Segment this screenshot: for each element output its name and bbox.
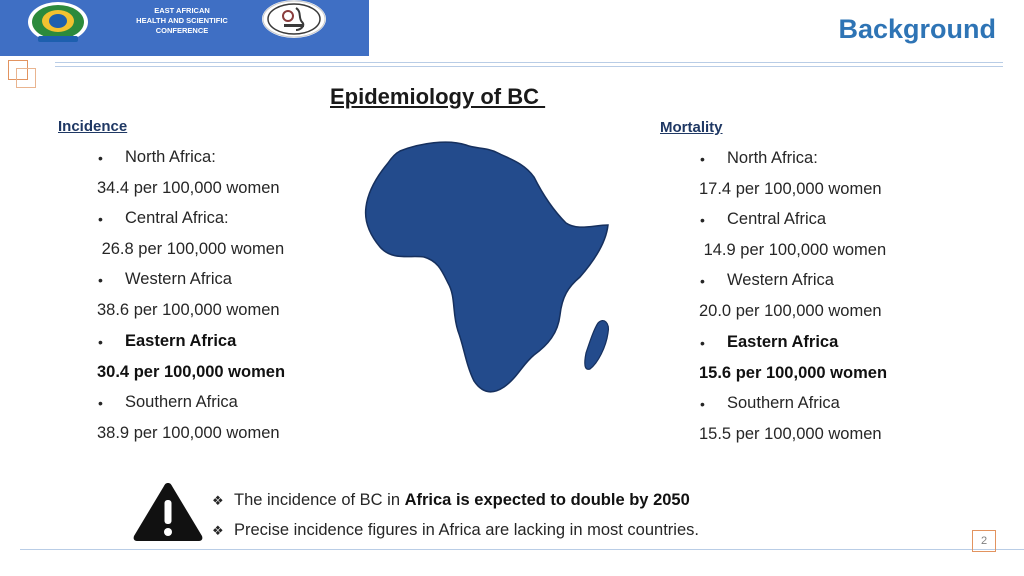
warning-icon — [133, 483, 203, 541]
mortality-region: North Africa: — [727, 149, 818, 167]
section-title: Background — [838, 14, 996, 44]
africa-map-icon — [364, 141, 609, 393]
divider-line — [55, 66, 1003, 67]
incidence-rate: 26.8 per 100,000 women — [97, 240, 285, 258]
bullet-dot: • — [700, 212, 705, 228]
note-data-gaps-text: Precise incidence figures in Africa are … — [234, 521, 699, 539]
bullet-dot: • — [98, 395, 103, 411]
page-number: 2 — [972, 530, 996, 552]
corner-square — [8, 60, 28, 80]
note-doubling: ❖ The incidence of BC in Africa is expect… — [212, 491, 690, 510]
mortality-rate: 15.5 per 100,000 women — [699, 425, 882, 443]
conference-name: EAST AFRICAN HEALTH AND SCIENTIFIC CONFE… — [112, 6, 252, 36]
incidence-region: Western Africa — [125, 270, 232, 288]
note-doubling-text: The incidence of BC in — [234, 491, 405, 509]
incidence-rate: 38.6 per 100,000 women — [97, 301, 280, 319]
mortality-rate-highlight: 15.6 per 100,000 women — [699, 364, 888, 382]
incidence-region: Southern Africa — [125, 393, 238, 411]
mortality-rate: 17.4 per 100,000 women — [699, 180, 882, 198]
corner-square — [16, 68, 36, 88]
incidence-region: Central Africa: — [125, 209, 229, 227]
incidence-rate: 38.9 per 100,000 women — [97, 424, 280, 442]
bullet-dot: • — [700, 396, 705, 412]
bullet-dot: • — [700, 273, 705, 289]
bullet-dot: • — [98, 150, 103, 166]
note-doubling-emphasis: Africa is expected to double by 2050 — [404, 491, 690, 509]
mortality-heading: Mortality — [660, 119, 723, 136]
bullet-dot: • — [98, 211, 103, 227]
mortality-region-highlight: Eastern Africa — [727, 333, 839, 351]
mortality-region: Western Africa — [727, 271, 834, 289]
mortality-rate: 20.0 per 100,000 women — [699, 302, 882, 320]
incidence-region: North Africa: — [125, 148, 216, 166]
org-line-1: EAST AFRICAN — [154, 6, 210, 15]
footer-line — [20, 549, 1024, 550]
header-banner: EAST AFRICAN HEALTH AND SCIENTIFIC CONFE… — [0, 0, 369, 56]
incidence-rate-highlight: 30.4 per 100,000 women — [97, 363, 286, 381]
eac-emblem-icon — [28, 2, 88, 42]
note-data-gaps: ❖ Precise incidence figures in Africa are… — [212, 521, 699, 540]
incidence-region-highlight: Eastern Africa — [125, 332, 237, 350]
diamond-bullet-icon: ❖ — [212, 523, 224, 538]
incidence-rate: 34.4 per 100,000 women — [97, 179, 280, 197]
mortality-region: Central Africa — [727, 210, 827, 228]
mortality-rate: 14.9 per 100,000 women — [699, 241, 887, 259]
bullet-dot: • — [700, 151, 705, 167]
bullet-dot: • — [98, 334, 103, 350]
slide-title: Epidemiology of BC — [330, 84, 546, 109]
bullet-dot: • — [98, 272, 103, 288]
health-science-logo-icon — [262, 0, 326, 38]
mortality-region: Southern Africa — [727, 394, 840, 412]
org-line-2: HEALTH AND SCIENTIFIC CONFERENCE — [136, 16, 228, 35]
bullet-dot: • — [700, 335, 705, 351]
diamond-bullet-icon: ❖ — [212, 493, 224, 508]
incidence-heading: Incidence — [58, 118, 128, 135]
divider-line — [55, 62, 1003, 63]
